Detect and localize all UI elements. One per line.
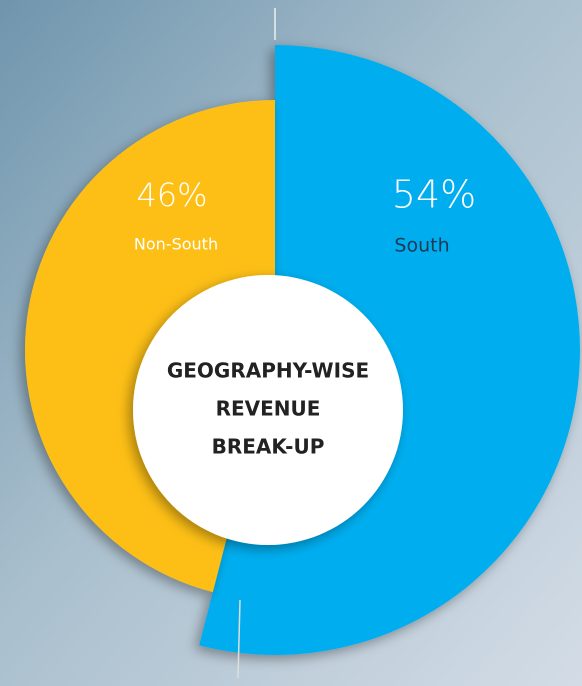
divider-bottom: [237, 599, 241, 679]
labels: 54% South 46% Non-South: [134, 173, 476, 257]
category-label: Non-South: [134, 235, 218, 254]
value-label: 54%: [392, 173, 476, 217]
value-label: 46%: [136, 176, 207, 214]
title-line: REVENUE: [216, 397, 321, 421]
title: GEOGRAPHY-WISE REVENUE BREAK-UP: [167, 359, 369, 459]
title-line: BREAK-UP: [212, 435, 325, 459]
category-label: South: [394, 235, 449, 257]
center-circle: [133, 275, 403, 545]
title-line: GEOGRAPHY-WISE: [167, 359, 369, 383]
